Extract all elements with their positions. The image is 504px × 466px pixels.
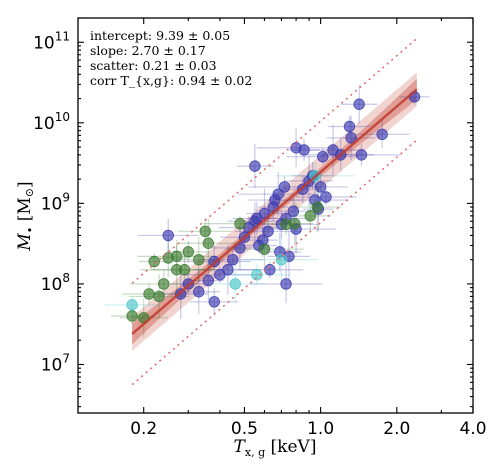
data-point: [317, 150, 329, 163]
data-point: [153, 290, 165, 303]
data-point: [251, 212, 263, 225]
lower-limit-line: [131, 139, 418, 386]
data-point: [202, 274, 215, 287]
axis-ticks: [78, 17, 474, 413]
data-point: [353, 98, 365, 110]
data-point: [320, 191, 332, 203]
data-point: [193, 286, 205, 298]
data-point: [280, 278, 292, 290]
data-point: [126, 310, 138, 322]
data-point: [229, 278, 241, 290]
data-point: [298, 144, 310, 156]
data-point: [126, 299, 138, 311]
y-axis-title-sun: ⊙: [23, 188, 36, 197]
annot-intercept-value: 9.39 ± 0.05: [156, 28, 230, 43]
data-point: [269, 194, 281, 206]
x-axis-title-unit: [keV]: [265, 437, 316, 457]
data-point: [143, 288, 155, 300]
x-tick-label: 4.0: [459, 419, 486, 439]
x-tick-labels: 0.2 0.5 1.0 2.0 4.0: [130, 419, 486, 439]
annot-intercept: intercept: 9.39 ± 0.05: [90, 28, 230, 43]
y-tick-label-exponent: 7: [62, 351, 70, 365]
y-axis-title-symbol: M: [15, 233, 35, 252]
data-point: [287, 205, 300, 217]
data-point: [304, 210, 316, 222]
data-point: [182, 246, 194, 258]
y-axis-title: M• [M⊙]: [15, 181, 37, 251]
data-point: [289, 217, 301, 230]
y-tick-label-base: 10: [33, 114, 55, 134]
data-point: [227, 253, 239, 266]
data-point: [264, 264, 276, 276]
annot-slope: slope: 2.70 ± 0.17: [90, 43, 206, 58]
annot-slope-value: 2.70 ± 0.17: [132, 43, 206, 58]
annot-corr-label: corr T_{x,g}:: [90, 73, 174, 88]
data-point: [162, 252, 174, 264]
annot-intercept-label: intercept:: [90, 28, 152, 43]
data-point: [376, 128, 388, 141]
y-axis-title-subscript: •: [24, 227, 37, 234]
data-point: [311, 201, 323, 213]
data-point: [262, 225, 274, 238]
annot-corr: corr T_{x,g}: 0.94 ± 0.02: [90, 73, 252, 88]
x-tick-label: 0.2: [130, 419, 157, 439]
y-tick-label: 1010: [33, 110, 70, 134]
annot-slope-label: slope:: [90, 43, 128, 58]
y-tick-label-base: 10: [41, 355, 63, 375]
y-tick-label-exponent: 10: [55, 110, 70, 124]
x-axis-title-symbol: T: [234, 437, 247, 457]
data-point: [178, 264, 191, 276]
data-point: [249, 160, 261, 172]
data-point: [162, 229, 174, 242]
y-tick-label: 109: [41, 190, 70, 214]
y-tick-label-base: 10: [41, 194, 63, 214]
data-point: [355, 149, 368, 161]
y-tick-label-exponent: 8: [62, 271, 70, 285]
y-tick-label-base: 10: [41, 275, 63, 295]
y-axis-title-unit: [M: [15, 197, 35, 226]
data-point: [258, 243, 271, 255]
annot-scatter-value: 0.21 ± 0.03: [143, 58, 217, 73]
data-point: [234, 217, 246, 230]
y-tick-label: 1011: [33, 29, 70, 53]
data-points: [126, 91, 421, 324]
y-tick-label-exponent: 9: [62, 190, 70, 204]
annot-corr-value: 0.94 ± 0.02: [178, 73, 252, 88]
fit-lines: [131, 37, 418, 386]
data-point: [158, 278, 170, 290]
x-tick-label: 0.5: [231, 419, 258, 439]
data-point: [202, 237, 215, 249]
data-point: [278, 181, 291, 193]
y-axis-title-bracket: ]: [15, 181, 35, 188]
data-point: [251, 269, 263, 281]
x-tick-label: 2.0: [383, 419, 410, 439]
data-point: [208, 296, 220, 308]
y-tick-label: 108: [41, 271, 70, 295]
upper-limit-line: [131, 37, 418, 284]
data-point: [214, 269, 226, 281]
x-tick-label: 1.0: [307, 419, 334, 439]
x-axis-title-subscript: x, g: [245, 446, 265, 459]
data-point: [345, 132, 357, 144]
x-axis-title: Tx, g [keV]: [234, 437, 317, 459]
data-point: [343, 120, 356, 133]
y-tick-label: 107: [41, 351, 70, 375]
data-point: [199, 225, 211, 238]
best-fit-line: [131, 88, 418, 335]
annot-scatter-label: scatter:: [90, 58, 139, 73]
y-tick-label-exponent: 11: [55, 29, 70, 43]
data-point: [314, 181, 327, 193]
data-point: [193, 253, 205, 266]
annot-scatter: scatter: 0.21 ± 0.03: [90, 58, 217, 73]
data-point: [275, 253, 288, 266]
fit-annotations: intercept: 9.39 ± 0.05 slope: 2.70 ± 0.17 …: [90, 28, 252, 88]
y-tick-label-base: 10: [33, 33, 55, 53]
data-point: [148, 255, 160, 268]
